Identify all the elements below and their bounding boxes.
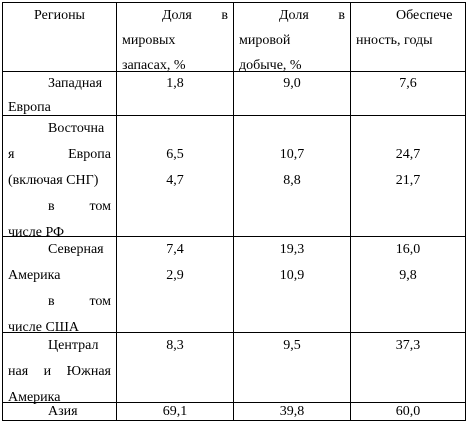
cell-text: нность, годы — [356, 33, 433, 48]
value-cell: 16,0 9,8 — [351, 237, 466, 333]
value-cell: 69,1 — [117, 403, 234, 421]
cell-text: 37,3 — [395, 338, 421, 353]
value-cell: 9,0 — [234, 72, 351, 116]
cell-text: Обеспече — [396, 8, 453, 23]
region-cell: Централ ная и Южная Америка — [3, 333, 117, 405]
cell-text: 7,6 — [399, 76, 417, 91]
cell-text: 9,8 — [399, 268, 417, 283]
cell-text: 21,7 — [395, 173, 421, 188]
cell-text: 60,0 — [395, 404, 421, 419]
cell-text: я Европа — [8, 147, 111, 162]
value-cell: 6,5 4,7 — [117, 116, 234, 237]
header-cell: Регионы — [3, 3, 117, 72]
cell-text: 6,5 — [166, 147, 184, 162]
cell-text: добыче, % — [239, 58, 302, 73]
cell-text: 9,5 — [283, 338, 301, 353]
region-cell: Северная Америка в том числе США — [3, 237, 117, 335]
cell-text: 39,8 — [279, 404, 305, 419]
cell-text: Азия — [48, 404, 78, 419]
cell-text: Централ — [48, 338, 99, 353]
value-cell: 7,4 2,9 — [117, 237, 234, 333]
cell-text: 10,7 — [279, 147, 305, 162]
cell-text: 4,7 — [166, 173, 184, 188]
cell-text: 10,9 — [279, 268, 305, 283]
cell-text: в том — [48, 294, 111, 309]
cell-text: Северная — [48, 242, 104, 257]
value-cell: 1,8 — [117, 72, 234, 116]
header-cell: Доля в мировых запасах, % — [117, 3, 234, 73]
cell-text: числе РФ — [8, 225, 65, 240]
cell-text: Регионы — [34, 8, 85, 23]
value-cell: 10,7 8,8 — [234, 116, 351, 237]
value-cell: 7,6 — [351, 72, 466, 116]
value-cell: 9,5 — [234, 333, 351, 403]
cell-text: Доля в — [279, 8, 345, 23]
cell-text: 9,0 — [283, 76, 301, 91]
cell-text: 7,4 — [166, 242, 184, 257]
cell-text: 69,1 — [162, 404, 188, 419]
cell-text: 1,8 — [166, 76, 184, 91]
cell-text: (включая СНГ) — [8, 173, 99, 188]
cell-text: числе США — [8, 320, 80, 335]
header-cell: Обеспече нность, годы — [351, 3, 466, 72]
value-cell: 8,3 — [117, 333, 234, 403]
cell-text: запасах, % — [122, 58, 186, 73]
value-cell: 60,0 — [351, 403, 466, 421]
header-cell: Доля в мировой добыче, % — [234, 3, 351, 73]
cell-text: мировых — [122, 33, 176, 48]
region-cell: Азия — [3, 403, 117, 421]
region-cell: Западная Европа — [3, 72, 117, 116]
region-cell: Восточна я Европа (включая СНГ) в том чи… — [3, 116, 117, 240]
value-cell: 24,7 21,7 — [351, 116, 466, 237]
value-cell: 37,3 — [351, 333, 466, 403]
cell-text: 8,8 — [283, 173, 301, 188]
cell-text: 24,7 — [395, 147, 421, 162]
cell-text: Западная — [48, 76, 103, 91]
value-cell: 39,8 — [234, 403, 351, 421]
cell-text: Америка — [8, 268, 61, 283]
cell-text: Доля в — [162, 8, 228, 23]
cell-text: 8,3 — [166, 338, 184, 353]
cell-text: 19,3 — [279, 242, 305, 257]
value-cell: 19,3 10,9 — [234, 237, 351, 333]
cell-text: 2,9 — [166, 268, 184, 283]
cell-text: 16,0 — [395, 242, 421, 257]
cell-text: в том — [48, 199, 111, 214]
cell-text: мировой — [239, 33, 291, 48]
cell-text: ная и Южная — [8, 364, 111, 379]
cell-text: Восточна — [48, 121, 105, 136]
cell-text: Европа — [8, 100, 51, 115]
cell-text: Америка — [8, 390, 61, 405]
